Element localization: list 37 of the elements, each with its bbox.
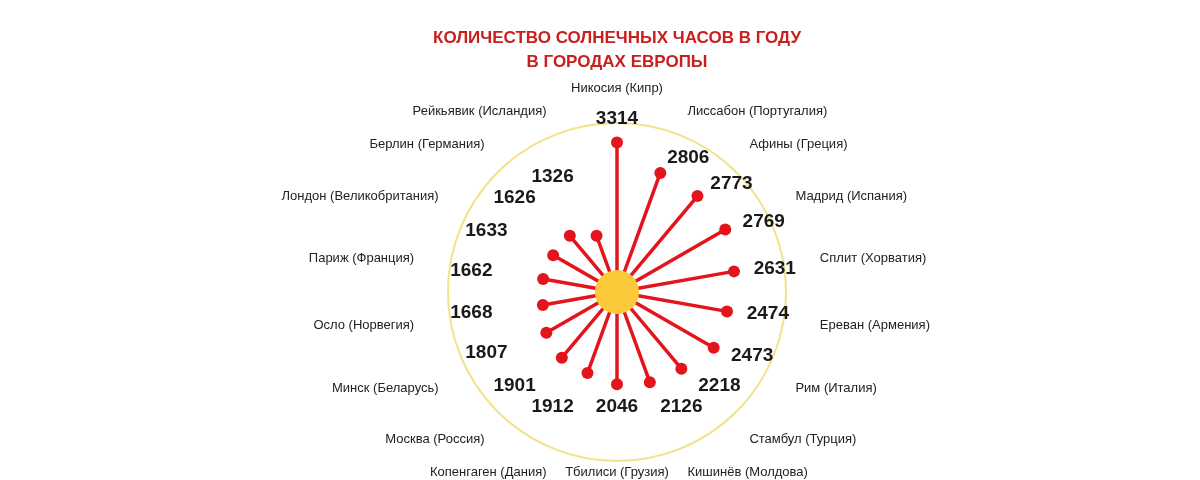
category-label: Рим (Италия) xyxy=(795,379,877,395)
text: КОЛИЧЕСТВО СОЛНЕЧНЫХ ЧАСОВ В ГОДУ В ГОРОДАХ ЕВРОПЫ xyxy=(432,27,802,73)
data-label: 1901 xyxy=(493,374,537,395)
data-label: 1807 xyxy=(465,341,508,363)
category-label: Ереван (Армения) xyxy=(819,316,930,332)
category-label: Минск (Беларусь) xyxy=(332,379,439,395)
data-label: 1633 xyxy=(465,219,508,241)
category-label: Берлин (Германия) xyxy=(369,136,485,152)
data-label: 2773 xyxy=(710,172,753,194)
category-label: Копенгаген (Дания) xyxy=(429,464,547,479)
data-label: 1912 xyxy=(531,395,574,417)
data-label: 2474 xyxy=(746,302,790,324)
category-label: Кишинёв (Молдова) xyxy=(687,464,808,479)
category-label: Лондон (Великобритания) xyxy=(281,187,439,203)
data-label: 1326 xyxy=(531,165,574,187)
data-label: 2218 xyxy=(698,374,741,395)
data-label: 1626 xyxy=(493,186,536,208)
category-label: Мадрид (Испания) xyxy=(795,187,908,203)
data-label: 2769 xyxy=(742,209,785,231)
data-label: 2046 xyxy=(595,394,639,416)
data-label: 2806 xyxy=(667,146,710,168)
data-label: 1668 xyxy=(450,301,493,323)
category-label: Стамбул (Турция) xyxy=(749,430,857,446)
category-label: Париж (Франция) xyxy=(308,250,415,266)
category-label: Москва (Россия) xyxy=(385,430,485,446)
data-label: 2631 xyxy=(753,256,797,278)
category-label: Никосия (Кипр) xyxy=(571,79,663,95)
category-label: Осло (Норвегия) xyxy=(313,316,415,332)
data-label: 3314 xyxy=(595,106,639,128)
data-label: 1662 xyxy=(450,258,493,280)
data-label: 2126 xyxy=(660,395,703,417)
data-label: 2473 xyxy=(731,344,774,366)
category-label: Афины (Греция) xyxy=(749,136,848,152)
category-label: Тбилиси (Грузия) xyxy=(565,463,669,479)
category-label: Лиссабон (Португалия) xyxy=(687,103,828,119)
category-label: Рейкьявик (Исландия) xyxy=(412,103,547,119)
category-label: Сплит (Хорватия) xyxy=(819,250,927,266)
